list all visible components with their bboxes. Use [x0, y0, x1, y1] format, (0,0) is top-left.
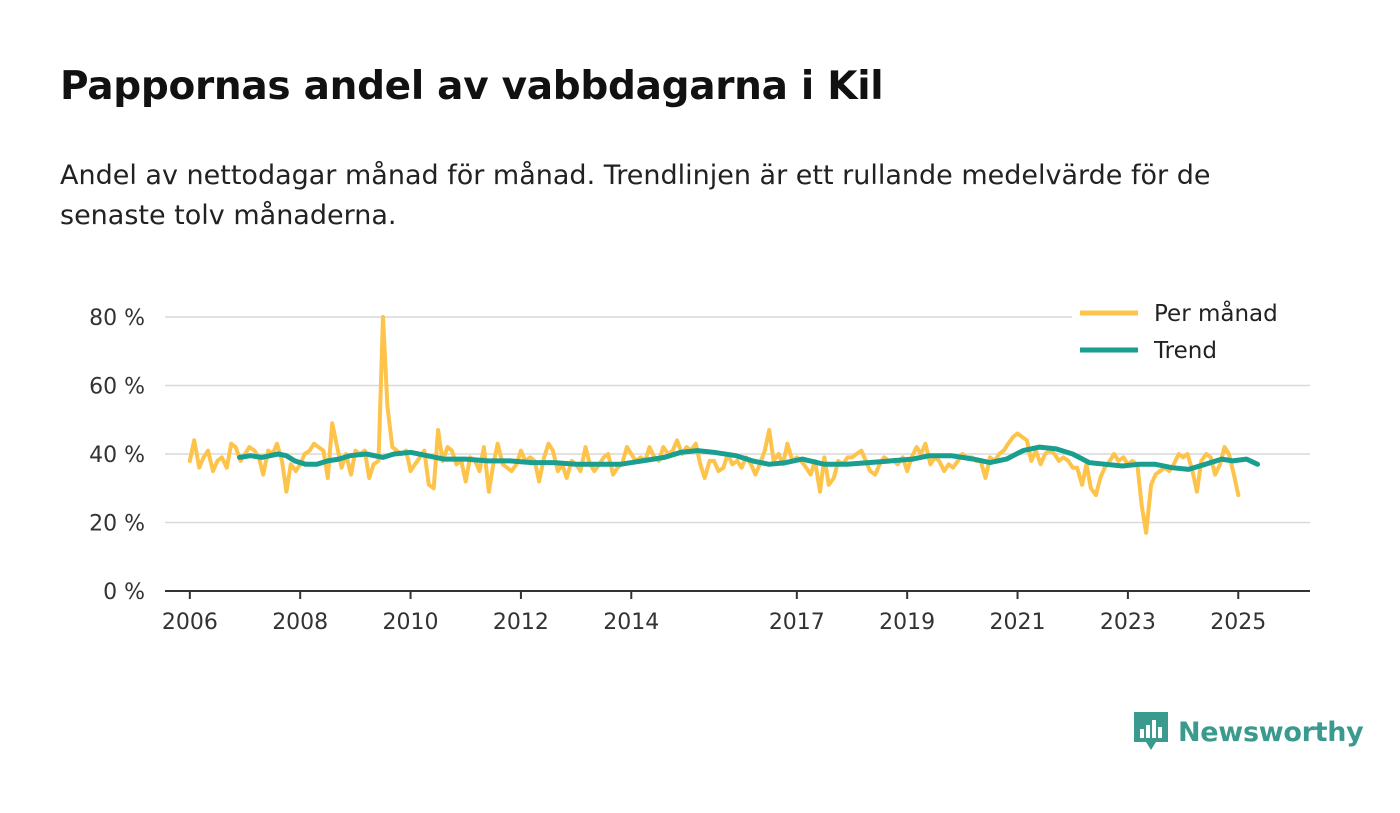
- series-layer: [187, 315, 1261, 535]
- x-axis-ticks: 2006 2008 2010 2012 2014 2017 2019 2021 2023 2025: [162, 591, 1266, 635]
- x-tick-label: 2010: [383, 610, 439, 635]
- y-tick-label: 60 %: [89, 375, 145, 400]
- chart-subtitle: Andel av nettodagar månad för månad. Tre…: [60, 160, 1211, 231]
- x-tick-label: 2017: [769, 610, 825, 635]
- x-tick-label: 2019: [879, 610, 935, 635]
- x-tick-label: 2021: [990, 610, 1046, 635]
- y-axis-ticks: 0 % 20 % 40 % 60 % 80 %: [89, 306, 145, 605]
- chart-title: Pappornas andel av vabbdagarna i Kil: [60, 64, 884, 109]
- series-line-per-manad: [187, 315, 1241, 535]
- y-tick-label: 0 %: [103, 580, 145, 605]
- newsworthy-logo[interactable]: Newsworthy: [1134, 712, 1364, 752]
- x-tick-label: 2025: [1210, 610, 1266, 635]
- newsworthy-logo-icon: [1134, 712, 1168, 750]
- series-line-trend: [237, 444, 1261, 472]
- legend-label: Per månad: [1154, 299, 1278, 327]
- x-tick-label: 2014: [603, 610, 659, 635]
- y-tick-label: 80 %: [89, 306, 145, 331]
- y-tick-label: 40 %: [89, 443, 145, 468]
- y-tick-label: 20 %: [89, 512, 145, 537]
- x-tick-label: 2008: [272, 610, 328, 635]
- brand-name: Newsworthy: [1178, 716, 1364, 748]
- x-tick-label: 2012: [493, 610, 549, 635]
- legend-label: Trend: [1153, 338, 1217, 364]
- x-tick-label: 2006: [162, 610, 218, 635]
- legend: Per månad Trend: [1072, 292, 1312, 380]
- x-tick-label: 2023: [1100, 610, 1156, 635]
- legend-background: [1072, 292, 1312, 380]
